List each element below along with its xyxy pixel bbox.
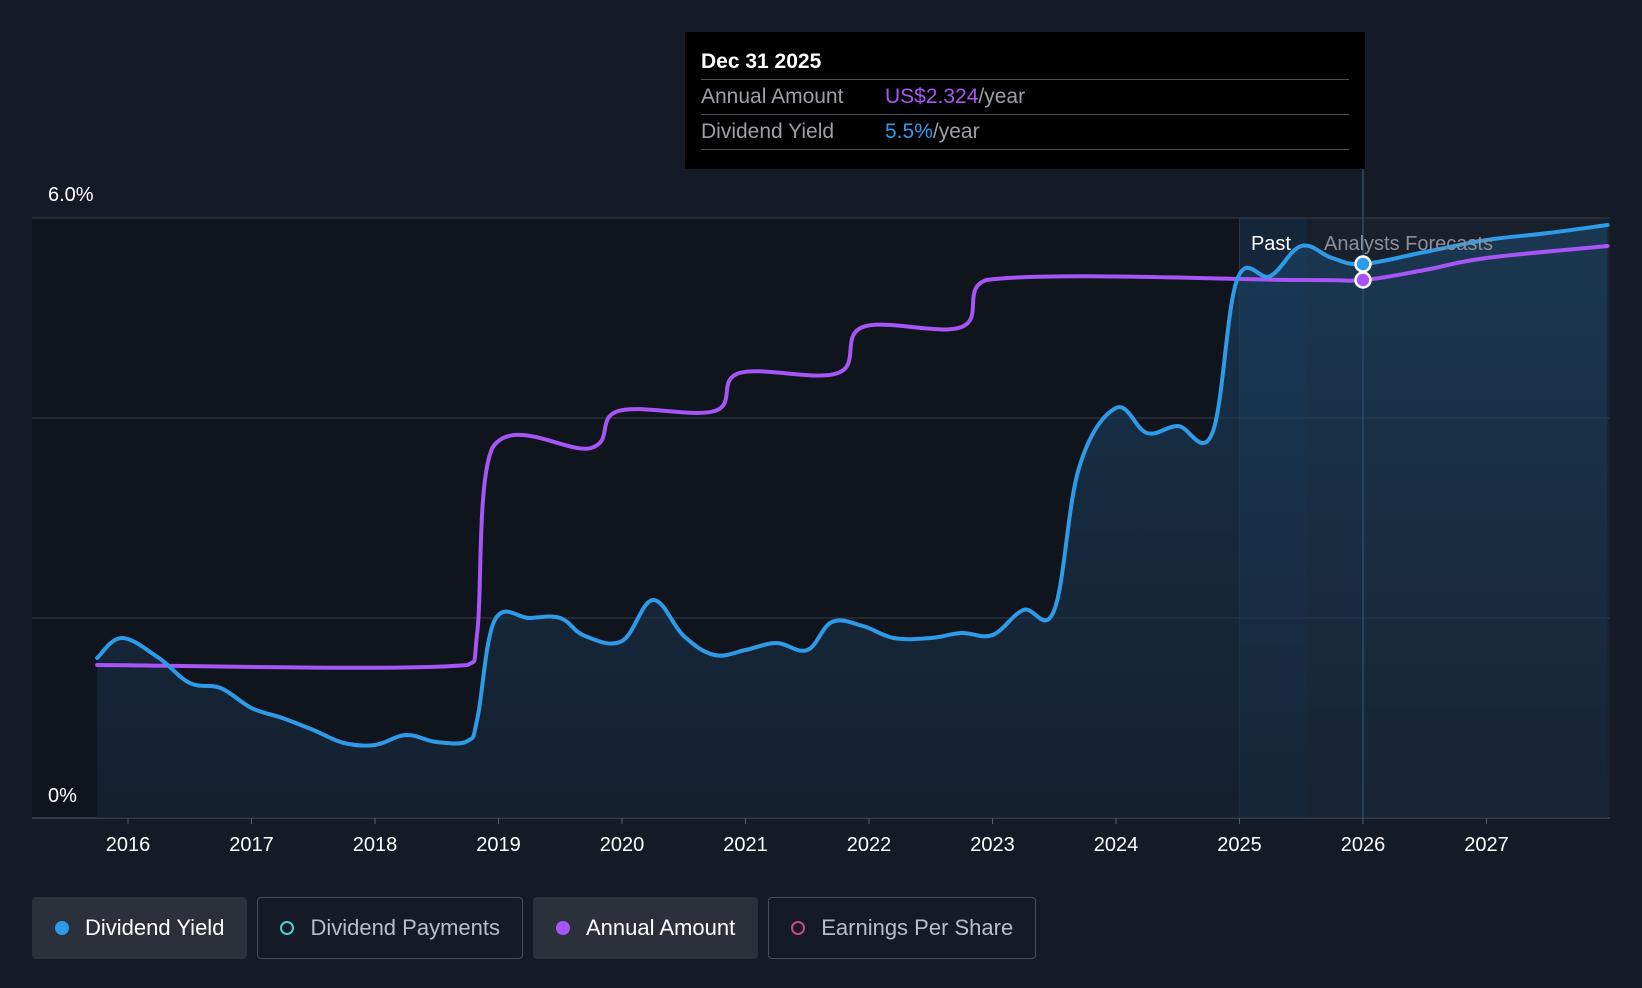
- tooltip-annual-unit: /year: [978, 85, 1026, 108]
- annual-amount-marker: [1354, 271, 1372, 289]
- dividend-yield-line: [95, 223, 1610, 748]
- tooltip-date: Dec 31 2025: [701, 47, 1349, 80]
- legend-dot-icon: [791, 921, 806, 935]
- legend-label: Annual Amount: [585, 915, 736, 940]
- dividend-yield-area: [97, 225, 1608, 818]
- x-tick-label: 2021: [723, 834, 768, 856]
- tooltip-yield-row: Dividend Yield 5.5% /year: [701, 115, 1349, 150]
- tooltip-yield-label: Dividend Yield: [701, 120, 835, 143]
- legend-earnings-per-share[interactable]: Earnings Per Share: [768, 897, 1037, 959]
- dividend-yield-marker: [1354, 255, 1372, 273]
- y-tick-label: 0%: [48, 785, 77, 807]
- legend-label: Earnings Per Share: [821, 915, 1014, 940]
- x-tick-label: 2018: [353, 834, 398, 856]
- legend-annual-amount[interactable]: Annual Amount: [532, 897, 759, 959]
- legend-dividend-yield[interactable]: Dividend Yield: [32, 897, 248, 959]
- x-tick-label: 2017: [229, 834, 274, 856]
- tooltip: Dec 31 2025 Annual Amount US$2.324 /year…: [685, 32, 1365, 169]
- legend-dot-icon: [280, 921, 295, 935]
- x-tick-label: 2022: [847, 834, 892, 856]
- past-label: Past: [1251, 233, 1291, 255]
- y-tick-label: 6.0%: [48, 184, 94, 206]
- tooltip-annual-value: US$2.324: [885, 85, 979, 108]
- x-tick-label: 2019: [476, 834, 521, 856]
- x-tick-label: 2025: [1217, 834, 1262, 856]
- x-tick-label: 2020: [600, 834, 645, 856]
- x-tick-label: 2023: [970, 834, 1015, 856]
- legend: Dividend Yield Dividend Payments Annual …: [32, 897, 1037, 959]
- x-tick-label: 2024: [1094, 834, 1139, 856]
- legend-label: Dividend Payments: [310, 915, 500, 940]
- legend-label: Dividend Yield: [85, 915, 225, 940]
- tooltip-annual-row: Annual Amount US$2.324 /year: [701, 80, 1349, 115]
- legend-dividend-payments[interactable]: Dividend Payments: [257, 897, 523, 959]
- legend-dot-icon: [55, 921, 69, 935]
- x-tick-label: 2027: [1464, 834, 1509, 856]
- forecast-label: Analysts Forecasts: [1324, 233, 1493, 255]
- tooltip-yield-unit: /year: [932, 120, 980, 143]
- x-tick-label: 2016: [106, 834, 151, 856]
- tooltip-yield-value: 5.5%: [885, 120, 933, 143]
- legend-dot-icon: [555, 921, 570, 935]
- tooltip-annual-label: Annual Amount: [701, 85, 844, 108]
- x-tick-label: 2026: [1341, 834, 1386, 856]
